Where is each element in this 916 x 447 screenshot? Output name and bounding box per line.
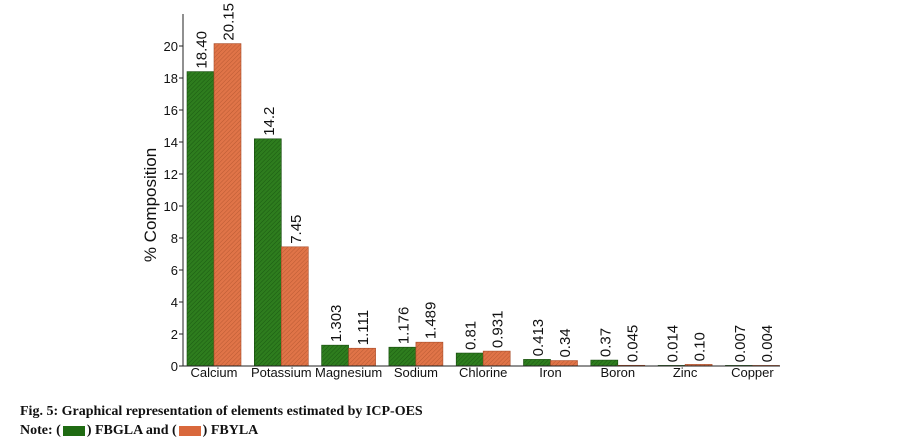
y-tick-label: 6: [171, 263, 178, 278]
y-tick-label: 20: [164, 39, 178, 54]
x-tick-label-chlorine: Chlorine: [459, 365, 507, 380]
data-label-fbyla-boron: 0.045: [624, 325, 641, 363]
y-tick-label: 10: [164, 199, 178, 214]
bar-fbyla-magnesium: [348, 347, 376, 367]
x-tick-label-iron: Iron: [539, 365, 561, 380]
bar-fbgla-calcium: [186, 71, 215, 367]
y-tick-label: 8: [171, 231, 178, 246]
y-tick-label: 12: [164, 167, 178, 182]
data-label-fbyla-magnesium: 1.111: [355, 310, 372, 345]
bar-fbyla-calcium: [213, 43, 242, 367]
data-label-fbgla-magnesium: 1.303: [328, 305, 345, 343]
data-label-fbyla-copper: 0.004: [759, 325, 776, 363]
x-tick-label-potassium: Potassium: [251, 365, 312, 380]
data-label-fbgla-copper: 0.007: [732, 325, 749, 363]
bar-fbgla-magnesium: [321, 344, 349, 367]
x-axis: Calcium Potassium Magnesium Sodium Chlorine I…: [183, 365, 780, 380]
y-tick-label: 0: [171, 359, 178, 374]
y-tick-label: 18: [164, 71, 178, 86]
y-tick-label: 14: [164, 135, 178, 150]
data-label-fbgla-chlorine: 0.81: [463, 321, 480, 350]
data-label-fbyla-chlorine: 0.931: [490, 311, 507, 349]
data-label-fbyla-zinc: 0.10: [692, 332, 709, 361]
bars: [186, 43, 780, 367]
bar-fbyla-potassium: [280, 246, 309, 367]
bar-chart: 0 2 4 6 8 10 12 14 16 18 20 18.40 20.15 14.2 7.45 1.30…: [141, 3, 780, 380]
y-axis: 0 2 4 6 8 10 12 14 16 18 20: [164, 14, 184, 374]
y-tick-label: 4: [171, 295, 178, 310]
data-label-fbgla-potassium: 14.2: [261, 107, 278, 136]
x-tick-label-calcium: Calcium: [191, 365, 238, 380]
x-tick-label-sodium: Sodium: [394, 365, 438, 380]
note-prefix: Note: (: [20, 423, 61, 438]
x-tick-label-boron: Boron: [600, 365, 635, 380]
data-label-fbgla-zinc: 0.014: [665, 325, 682, 363]
note-suffix: ) FBYLA: [202, 423, 259, 438]
y-tick-label: 2: [171, 327, 178, 342]
data-label-fbgla-calcium: 18.40: [194, 31, 211, 69]
data-label-fbyla-sodium: 1.489: [422, 302, 439, 340]
data-labels: 18.40 20.15 14.2 7.45 1.303 1.111 1.176 1.489 0.…: [194, 3, 776, 362]
data-label-fbgla-boron: 0.37: [597, 328, 614, 357]
data-label-fbyla-iron: 0.34: [557, 328, 574, 357]
fbyla-swatch: [178, 426, 201, 436]
x-tick-label-magnesium: Magnesium: [315, 365, 382, 380]
y-tick-label: 16: [164, 103, 178, 118]
data-label-fbyla-potassium: 7.45: [288, 215, 305, 244]
figure-caption: Fig. 5: Graphical representation of elem…: [20, 404, 423, 419]
data-label-fbgla-sodium: 1.176: [395, 307, 412, 345]
bar-fbyla-chlorine: [482, 350, 511, 367]
bar-fbgla-potassium: [254, 138, 282, 367]
data-label-fbyla-calcium: 20.15: [221, 3, 238, 41]
data-label-fbgla-iron: 0.413: [530, 319, 547, 357]
note-mid: ) FBGLA and (: [86, 423, 177, 438]
bar-fbgla-sodium: [388, 346, 417, 367]
bar-fbyla-sodium: [415, 341, 444, 367]
x-tick-label-copper: Copper: [731, 365, 774, 380]
x-tick-label-zinc: Zinc: [673, 365, 698, 380]
legend-note: Note: ( ) FBGLA and ( ) FBYLA: [20, 423, 258, 439]
y-axis-label: % Composition: [141, 148, 160, 262]
fbgla-swatch: [62, 426, 85, 436]
